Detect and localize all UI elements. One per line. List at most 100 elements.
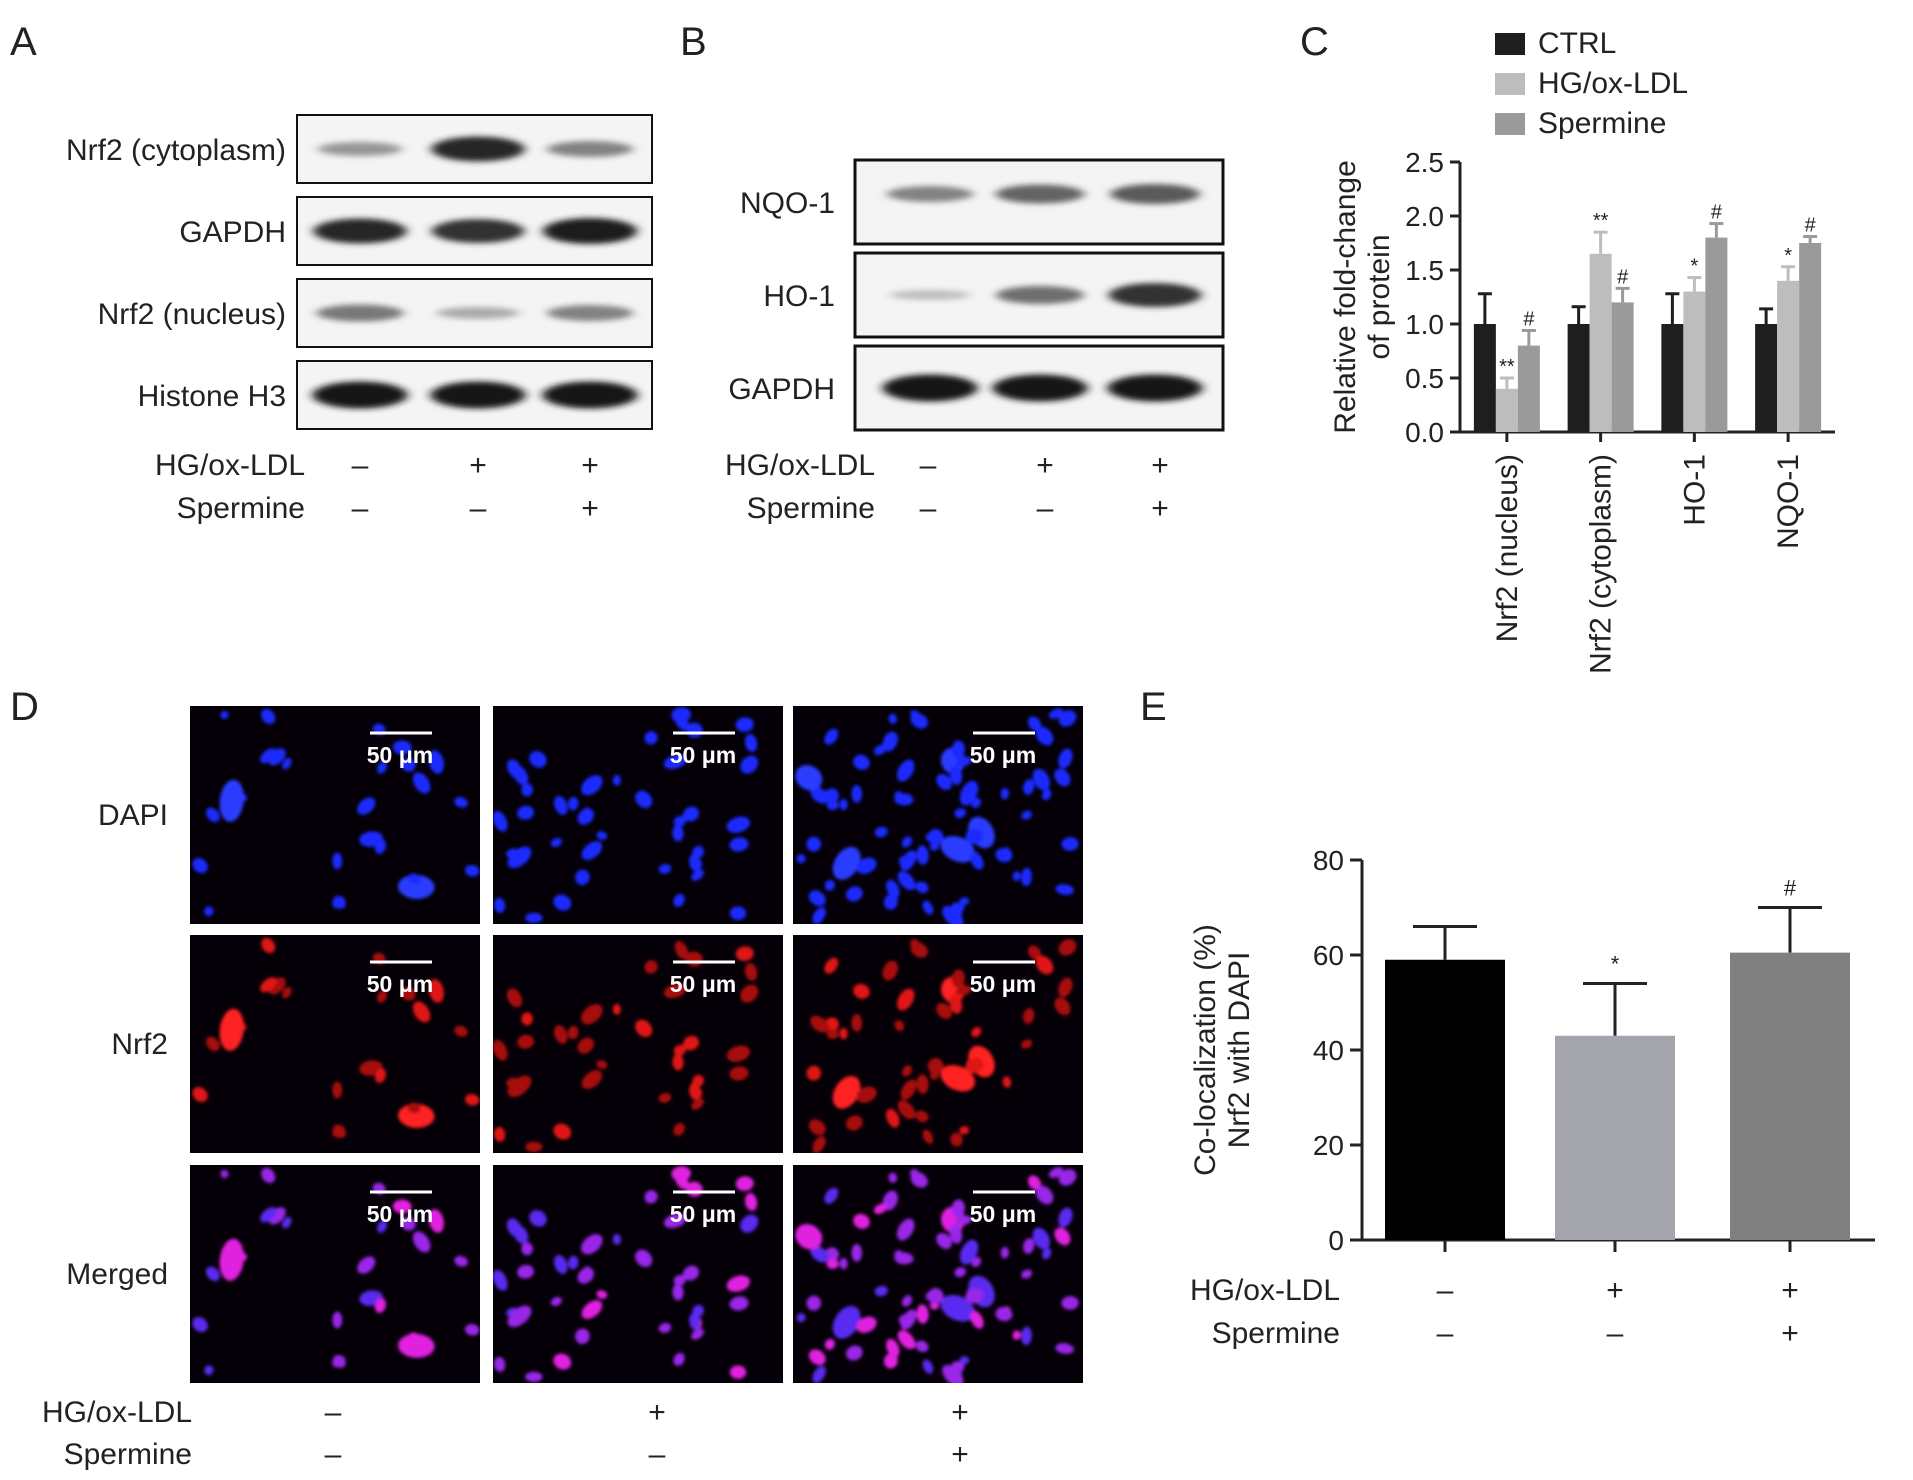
bar xyxy=(1385,959,1505,1240)
cell-nucleus xyxy=(575,869,590,886)
cell-nucleus xyxy=(553,1123,572,1140)
micrograph-background xyxy=(493,1165,783,1383)
blot-band xyxy=(1107,374,1203,402)
cell-nucleus xyxy=(612,1003,621,1015)
cell-nucleus xyxy=(1061,1296,1079,1310)
cell-nucleus xyxy=(1035,726,1054,746)
cell-nucleus xyxy=(596,831,608,840)
cell-nucleus xyxy=(726,1045,751,1062)
cell-nucleus xyxy=(916,845,929,865)
cell-nucleus xyxy=(970,851,984,870)
panel-letter-d: D xyxy=(10,685,39,729)
cell-nucleus xyxy=(1058,1169,1077,1186)
cell-nucleus xyxy=(916,1074,929,1094)
cell-nucleus xyxy=(521,783,533,797)
blot-band xyxy=(992,374,1088,402)
cell-nucleus xyxy=(839,798,848,811)
cell-nucleus xyxy=(995,1306,1013,1322)
blot-band xyxy=(542,381,638,409)
cell-nucleus xyxy=(1023,1238,1035,1254)
cell-nucleus xyxy=(1054,997,1071,1016)
cell-nucleus xyxy=(689,853,701,871)
blot-band-label: Nrf2 (nucleus) xyxy=(98,298,286,331)
cell-nucleus xyxy=(554,1025,568,1044)
cell-nucleus xyxy=(683,1265,700,1281)
significance-mark: * xyxy=(1784,245,1792,267)
cell-nucleus xyxy=(959,1126,970,1135)
cell-nucleus xyxy=(826,799,839,811)
cell-nucleus xyxy=(806,1295,822,1311)
cell-nucleus xyxy=(507,1305,532,1328)
cell-nucleus xyxy=(554,1255,568,1274)
blot-band xyxy=(889,290,971,300)
cell-nucleus xyxy=(882,960,898,981)
cell-nucleus xyxy=(553,894,572,911)
cell-nucleus xyxy=(658,1322,672,1333)
cell-nucleus xyxy=(856,857,877,874)
cell-nucleus xyxy=(672,1053,684,1071)
cell-nucleus xyxy=(1000,788,1009,800)
cell-nucleus xyxy=(581,1266,591,1282)
cell-nucleus xyxy=(922,1359,934,1374)
cell-nucleus xyxy=(1023,779,1035,795)
bar xyxy=(1705,237,1728,432)
cell-nucleus xyxy=(806,1065,822,1081)
condition-label-spermine: Spermine xyxy=(1212,1317,1340,1350)
bar xyxy=(1589,253,1612,432)
cell-nucleus xyxy=(808,1119,826,1136)
micrograph-nrf2: 50 μm xyxy=(793,935,1083,1153)
cell-nucleus xyxy=(824,879,835,891)
y-tick-label: 0.5 xyxy=(1405,363,1444,394)
cell-nucleus xyxy=(915,1110,929,1123)
cell-nucleus xyxy=(568,1255,579,1270)
cell-nucleus xyxy=(940,835,976,863)
cell-nucleus xyxy=(810,1015,829,1033)
condition-sign-spermine: – xyxy=(649,1438,666,1471)
condition-label-hg: HG/ox-LDL xyxy=(1190,1274,1340,1307)
significance-mark: # xyxy=(1617,266,1629,288)
cell-nucleus xyxy=(581,807,591,823)
cell-nucleus xyxy=(635,790,653,809)
micrograph-merged: 50 μm xyxy=(493,1165,783,1383)
cell-nucleus xyxy=(674,940,689,960)
cell-nucleus xyxy=(851,1014,863,1032)
cell-nucleus xyxy=(954,808,967,819)
condition-sign-spermine: + xyxy=(1781,1317,1799,1350)
y-tick-label: 0 xyxy=(1328,1225,1344,1256)
cell-nucleus xyxy=(888,713,898,724)
cell-nucleus xyxy=(377,990,388,1003)
cell-nucleus xyxy=(1032,768,1051,791)
cell-nucleus xyxy=(1021,1269,1033,1279)
cell-nucleus xyxy=(883,1353,898,1369)
cell-nucleus xyxy=(220,710,229,720)
cell-nucleus xyxy=(1002,1076,1012,1088)
cell-nucleus xyxy=(454,1255,468,1267)
scale-bar-label: 50 μm xyxy=(670,971,737,997)
cell-nucleus xyxy=(922,900,934,915)
cell-nucleus xyxy=(1061,837,1079,851)
cell-nucleus xyxy=(795,1223,823,1250)
cell-nucleus xyxy=(851,1244,863,1262)
cell-nucleus xyxy=(796,854,806,864)
cell-nucleus xyxy=(812,1136,826,1153)
cell-nucleus xyxy=(550,837,562,848)
cell-nucleus xyxy=(332,1355,346,1368)
bar-chart-c: CTRL HG/ox-LDL Spermine 0.0 0.5 1.0 1.5 2.0 2.5 R… xyxy=(1329,27,1835,674)
condition-sign-hg: + xyxy=(1151,449,1169,482)
cell-nucleus xyxy=(1027,1175,1042,1191)
cell-nucleus xyxy=(192,1317,208,1333)
legend-swatch xyxy=(1495,113,1525,135)
cell-nucleus xyxy=(897,1100,916,1120)
cell-nucleus xyxy=(796,1313,806,1323)
panel-letter-e: E xyxy=(1140,685,1167,729)
cell-nucleus xyxy=(517,1264,534,1279)
legend-entry: Spermine xyxy=(1538,107,1666,140)
blot-band-label: HO-1 xyxy=(763,280,835,313)
significance-mark: # xyxy=(1711,202,1723,224)
cell-nucleus xyxy=(927,1058,944,1074)
cell-nucleus xyxy=(910,942,928,958)
cell-nucleus xyxy=(888,1172,898,1183)
cell-nucleus xyxy=(493,810,508,832)
y-tick-label: 1.5 xyxy=(1405,255,1444,286)
cell-nucleus xyxy=(810,786,829,804)
